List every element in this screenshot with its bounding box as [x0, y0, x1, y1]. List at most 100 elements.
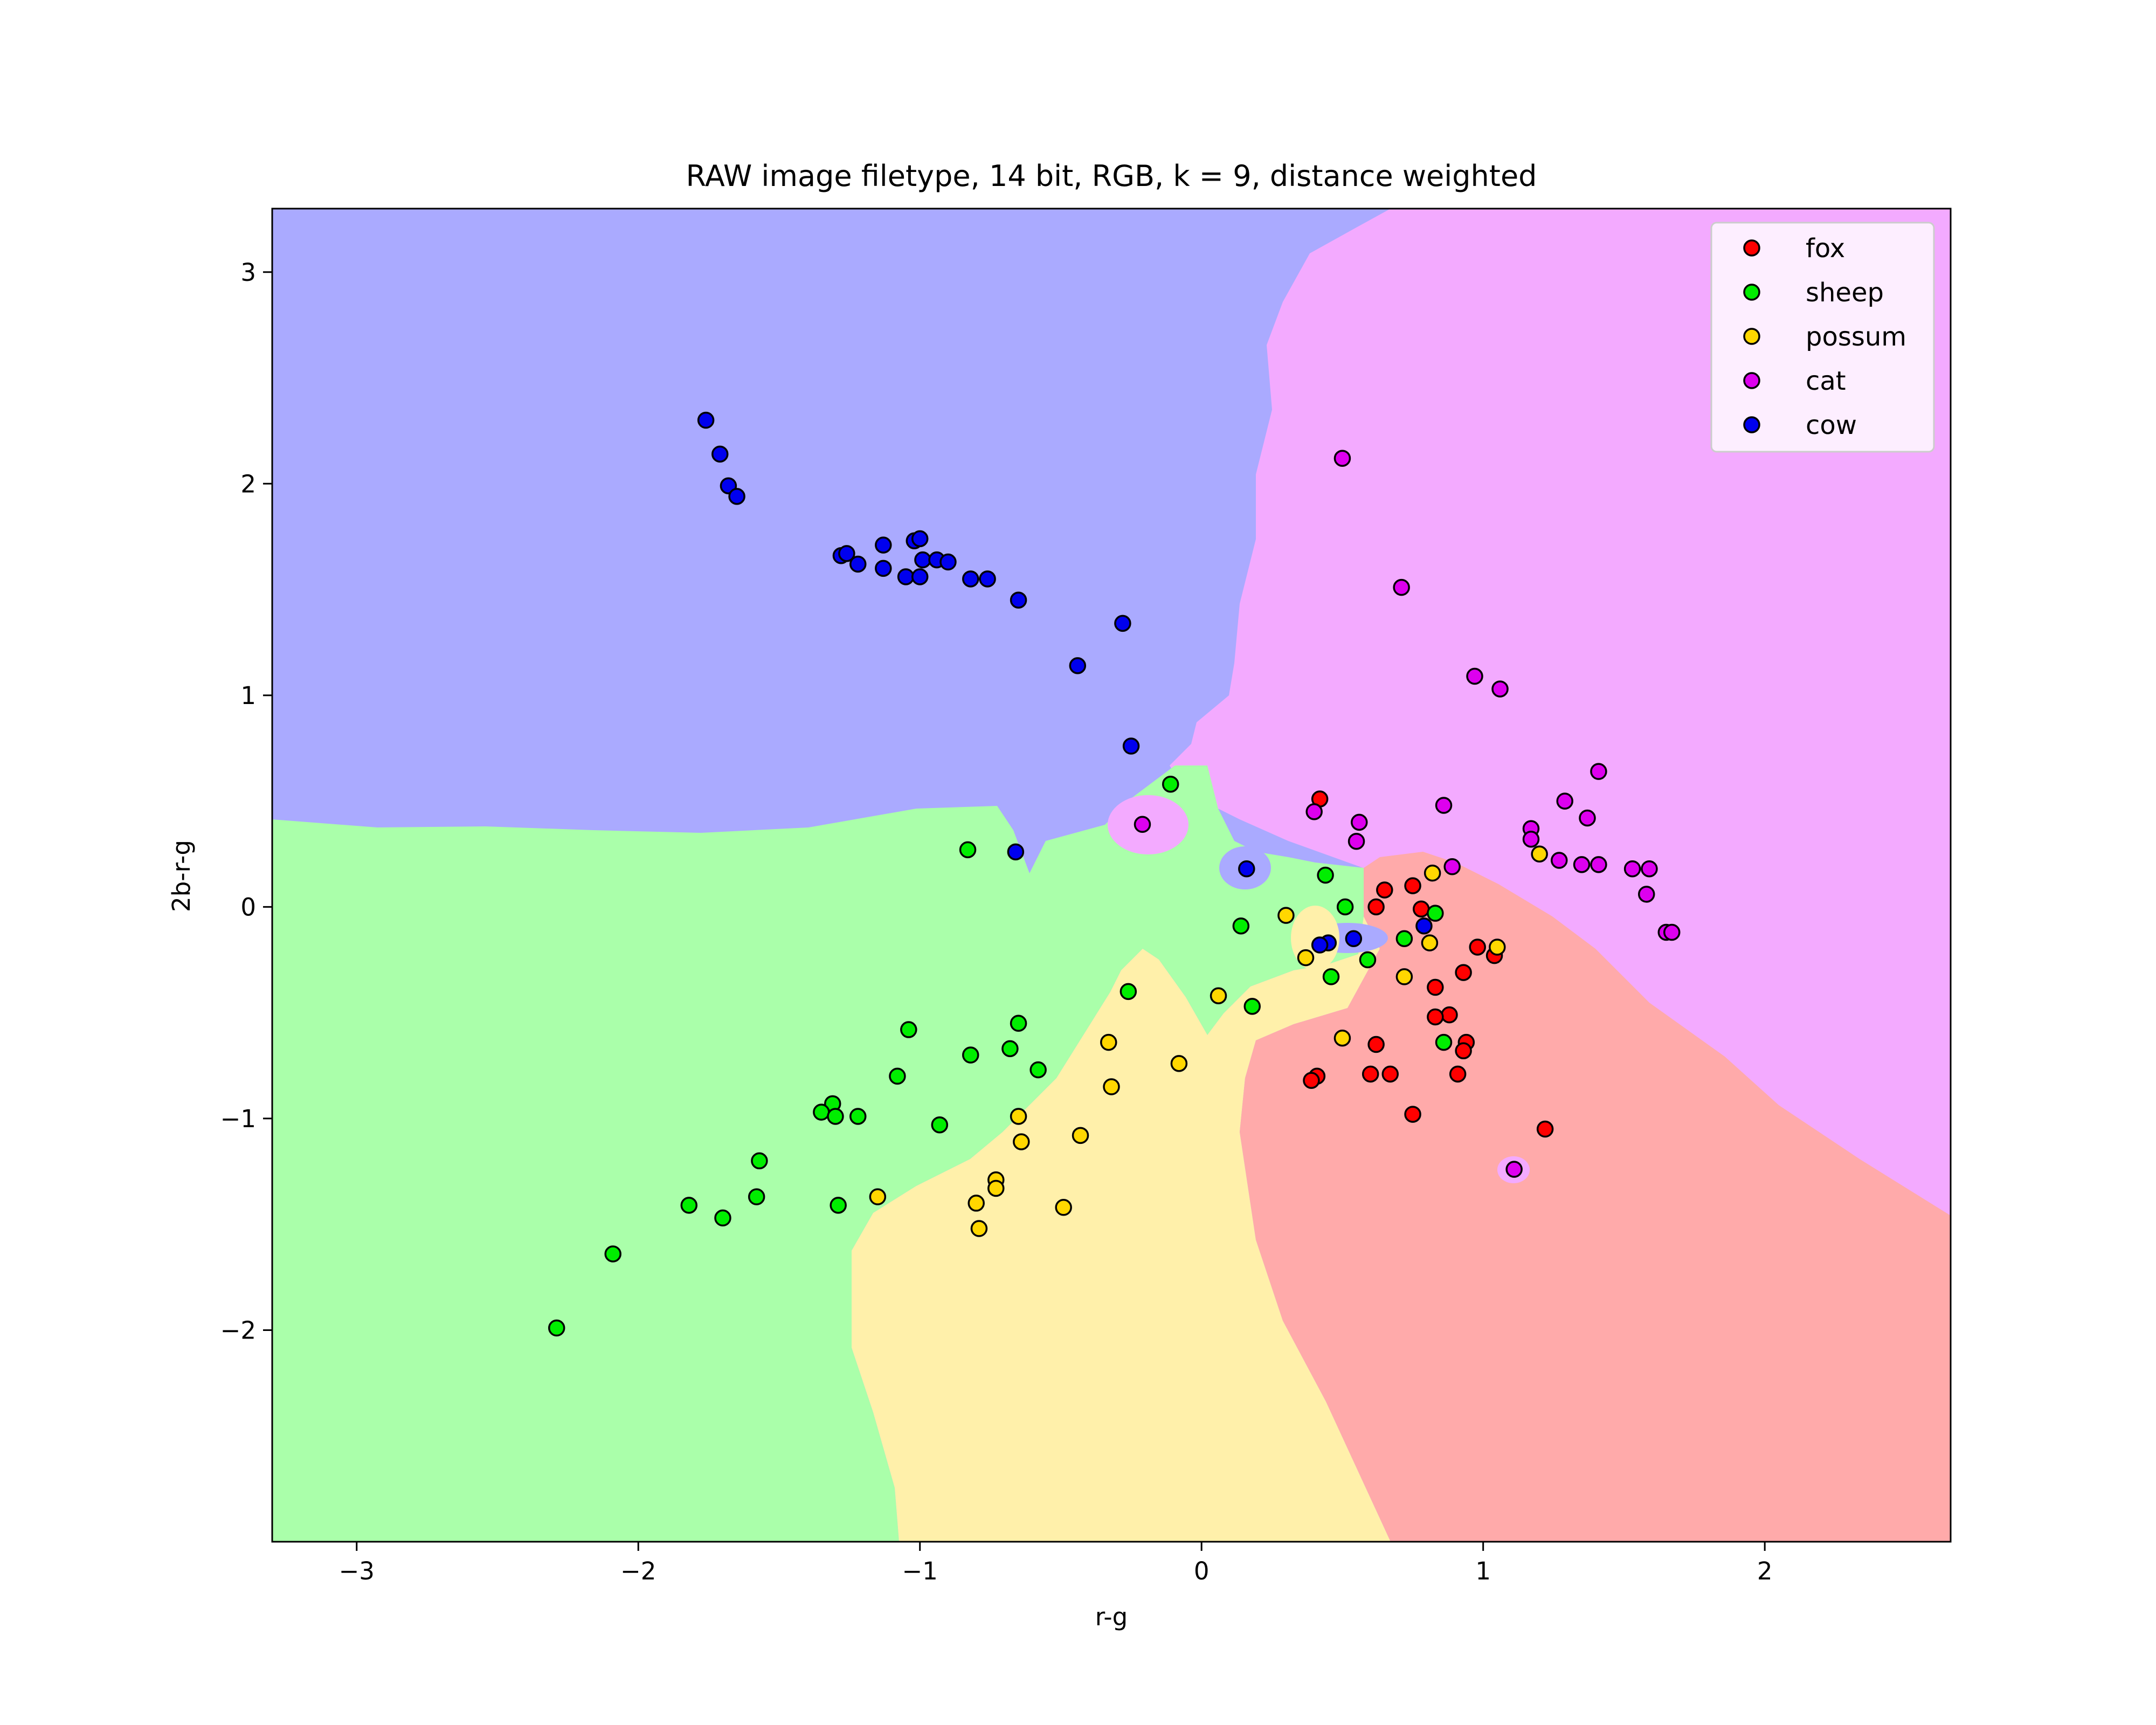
point-cow	[875, 560, 892, 577]
point-cow	[697, 411, 715, 429]
point-cat	[1305, 803, 1323, 820]
point-cat	[1623, 860, 1641, 878]
point-sheep	[931, 1116, 949, 1134]
point-fox	[1381, 1065, 1399, 1083]
point-cat	[1641, 860, 1658, 878]
point-possum	[1013, 1133, 1030, 1150]
x-tick-label: 0	[1194, 1557, 1210, 1585]
point-possum	[968, 1195, 985, 1212]
plot-area	[272, 209, 1951, 1542]
point-sheep	[604, 1245, 621, 1262]
point-fox	[1455, 964, 1472, 981]
region-possum	[852, 916, 1391, 1542]
point-cat	[1556, 792, 1573, 810]
point-possum	[1297, 949, 1315, 967]
y-tick-label: 3	[240, 258, 256, 287]
legend-label-possum: possum	[1806, 322, 1906, 352]
point-fox	[1404, 1106, 1421, 1123]
y-tick-label: −2	[220, 1316, 256, 1344]
point-fox	[1536, 1120, 1554, 1138]
point-cow	[1122, 737, 1140, 755]
region-sheep	[272, 765, 1364, 1542]
point-sheep	[548, 1319, 565, 1337]
legend-frame	[1710, 222, 1935, 453]
point-possum	[1210, 987, 1227, 1004]
x-tick-label: −1	[902, 1557, 938, 1585]
point-sheep	[1427, 905, 1444, 922]
point-sheep	[813, 1103, 830, 1121]
legend-label-sheep: sheep	[1806, 278, 1884, 308]
point-sheep	[1435, 1033, 1453, 1051]
y-tick-label: 0	[240, 893, 256, 921]
point-sheep	[959, 841, 977, 859]
legend-label-cow: cow	[1806, 410, 1857, 440]
chart-title: RAW image filetype, 14 bit, RGB, k = 9, …	[686, 159, 1537, 193]
point-cow	[914, 551, 931, 569]
y-axis-label: 2b-r-g	[167, 840, 196, 912]
point-cat	[1522, 831, 1540, 848]
point-fox	[1427, 1008, 1444, 1026]
point-possum	[1170, 1055, 1188, 1072]
point-sheep	[1336, 898, 1354, 916]
point-cow	[1311, 936, 1329, 954]
point-possum	[970, 1220, 988, 1237]
point-cow	[1069, 657, 1087, 674]
point-possum	[1421, 934, 1439, 951]
point-fox	[1303, 1072, 1320, 1089]
x-axis-label: r-g	[1095, 1603, 1128, 1631]
point-possum	[1333, 1030, 1351, 1047]
x-tick-label: 2	[1757, 1557, 1773, 1585]
point-possum	[1277, 907, 1295, 924]
point-cat	[1491, 680, 1509, 698]
point-cat	[1579, 809, 1596, 827]
point-cow	[979, 570, 996, 588]
point-sheep	[751, 1152, 768, 1170]
point-cow	[711, 445, 729, 463]
x-tick-label: 1	[1475, 1557, 1491, 1585]
point-sheep	[1359, 951, 1377, 969]
point-cat	[1590, 856, 1607, 873]
point-sheep	[889, 1067, 906, 1085]
point-cow	[911, 568, 929, 585]
point-sheep	[849, 1108, 867, 1125]
legend-label-fox: fox	[1806, 233, 1845, 264]
legend-marker-possum	[1743, 328, 1760, 345]
point-cat	[1435, 797, 1453, 814]
point-sheep	[680, 1197, 698, 1214]
point-cat	[1333, 450, 1351, 467]
point-sheep	[962, 1046, 979, 1064]
x-axis: −3 −2 −1 0 1 2	[339, 1542, 1773, 1585]
point-sheep	[1322, 968, 1340, 985]
x-tick-label: −3	[339, 1557, 375, 1585]
point-cat	[1590, 763, 1607, 780]
point-sheep	[1232, 917, 1250, 935]
point-cow	[1415, 917, 1433, 935]
point-fox	[1455, 1042, 1472, 1060]
point-fox	[1441, 1006, 1458, 1024]
region-fox	[1240, 852, 1951, 1542]
point-possum	[1395, 968, 1413, 985]
point-cow	[1007, 843, 1025, 861]
data-points	[548, 411, 1681, 1337]
point-cat	[1663, 923, 1681, 941]
point-cow	[1238, 860, 1255, 878]
point-cow	[838, 545, 855, 562]
point-cat	[1443, 858, 1461, 875]
point-possum	[1423, 864, 1441, 882]
point-fox	[1427, 978, 1444, 996]
y-axis: 3 2 1 0 −1 −2	[220, 258, 272, 1344]
point-cow	[849, 555, 867, 573]
point-fox	[1367, 898, 1385, 916]
point-cat	[1134, 816, 1151, 833]
point-possum	[1072, 1127, 1089, 1144]
point-sheep	[714, 1209, 731, 1227]
point-sheep	[900, 1021, 917, 1038]
point-fox	[1376, 881, 1393, 899]
legend-label-cat: cat	[1806, 366, 1846, 396]
point-sheep	[1317, 866, 1334, 884]
point-possum	[1010, 1108, 1027, 1125]
point-sheep	[830, 1197, 847, 1214]
point-cow	[875, 536, 892, 554]
legend-marker-cat	[1743, 372, 1760, 389]
legend: fox sheep possum cat cow	[1710, 222, 1935, 453]
